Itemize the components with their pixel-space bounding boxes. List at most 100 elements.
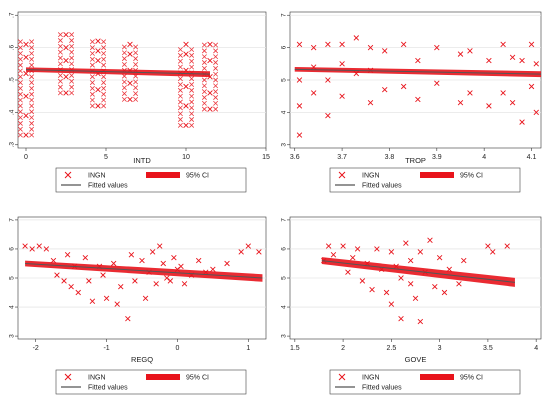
data-point: [178, 263, 184, 270]
data-point: [189, 93, 195, 99]
data-point: [201, 83, 207, 89]
data-point: [29, 97, 35, 103]
legend-box: [329, 167, 521, 193]
data-point: [485, 243, 491, 249]
data-point: [17, 74, 23, 80]
data-point: [177, 64, 183, 70]
data-point: [17, 115, 23, 121]
data-point: [69, 32, 75, 38]
x-tick-label: 1.5: [290, 345, 300, 352]
data-point: [350, 254, 356, 261]
data-point: [201, 95, 207, 100]
data-point: [29, 50, 35, 56]
y-tick-label: 4: [9, 305, 16, 309]
data-point: [69, 72, 75, 78]
data-point: [177, 87, 183, 93]
data-point: [133, 61, 139, 67]
data-point: [167, 278, 174, 284]
y-tick-label: 7: [281, 13, 288, 17]
data-point: [325, 77, 331, 83]
x-axis-label: INTD: [133, 156, 151, 165]
data-point: [201, 60, 207, 65]
data-point: [89, 39, 95, 45]
data-point: [29, 39, 35, 45]
legend-box: [329, 369, 521, 395]
data-point: [213, 95, 219, 100]
data-point: [177, 122, 183, 128]
data-point: [400, 41, 407, 48]
data-point: [149, 249, 156, 255]
legend-label-ci: 95% CI: [460, 375, 483, 382]
data-point: [183, 122, 189, 129]
data-point: [238, 249, 244, 255]
x-tick-label: 1: [246, 345, 250, 352]
data-point: [63, 74, 69, 80]
data-point: [57, 43, 63, 49]
data-point: [121, 79, 127, 85]
y-tick-label: 5: [281, 276, 288, 280]
data-point: [103, 295, 110, 302]
data-point: [57, 32, 63, 38]
y-tick-label: 4: [281, 305, 288, 309]
y-tick-label: 3: [9, 334, 16, 338]
data-point: [89, 85, 95, 91]
data-point: [189, 64, 195, 70]
data-point: [207, 90, 213, 96]
x-tick-label: 3.9: [432, 154, 442, 161]
data-point: [101, 39, 107, 45]
y-tick-label: .7: [9, 12, 16, 18]
data-point: [89, 45, 95, 51]
y-tick-label: .3: [9, 142, 16, 148]
fitted-line: [294, 68, 542, 75]
data-point: [189, 105, 195, 111]
y-tick-label: 5: [281, 78, 288, 82]
data-point: [340, 243, 346, 249]
data-point: [63, 31, 69, 38]
data-point: [213, 48, 219, 54]
data-point: [23, 54, 29, 61]
data-point: [160, 260, 166, 267]
data-point: [189, 99, 195, 105]
data-point: [177, 105, 183, 111]
data-point: [400, 83, 407, 90]
data-point: [23, 112, 29, 119]
data-point: [467, 90, 473, 96]
data-point: [367, 44, 374, 51]
data-point: [354, 246, 361, 252]
data-point: [57, 38, 63, 43]
data-point: [57, 49, 63, 55]
legend-label-ci: 95% CI: [460, 173, 483, 180]
data-point: [374, 246, 380, 252]
data-point: [89, 298, 96, 304]
x-tick-label: -2: [33, 345, 39, 352]
data-point: [101, 74, 107, 80]
x-tick-label: 5: [104, 154, 108, 161]
data-point: [528, 41, 535, 48]
data-point: [132, 278, 138, 284]
data-point: [369, 286, 375, 293]
data-point: [101, 45, 107, 51]
data-point: [63, 57, 69, 64]
data-point: [388, 249, 395, 255]
data-point: [177, 93, 183, 99]
data-point: [69, 84, 75, 90]
data-point: [213, 100, 219, 106]
data-point: [417, 249, 424, 255]
data-point: [95, 103, 101, 109]
data-point: [133, 50, 139, 56]
data-point: [181, 281, 188, 287]
data-point: [75, 289, 81, 296]
legend-label-points: INGN: [362, 375, 380, 382]
data-point: [189, 47, 195, 53]
data-point: [69, 38, 75, 43]
fitted-line: [25, 69, 211, 75]
ci-band: [321, 257, 515, 287]
data-point: [17, 39, 23, 45]
legend-label-fitted: Fitted values: [362, 385, 402, 392]
x-tick-label: 0: [175, 345, 179, 352]
data-point: [207, 41, 213, 48]
data-point: [101, 103, 107, 109]
y-tick-label: 6: [281, 247, 288, 251]
y-tick-label: 7: [281, 218, 288, 222]
